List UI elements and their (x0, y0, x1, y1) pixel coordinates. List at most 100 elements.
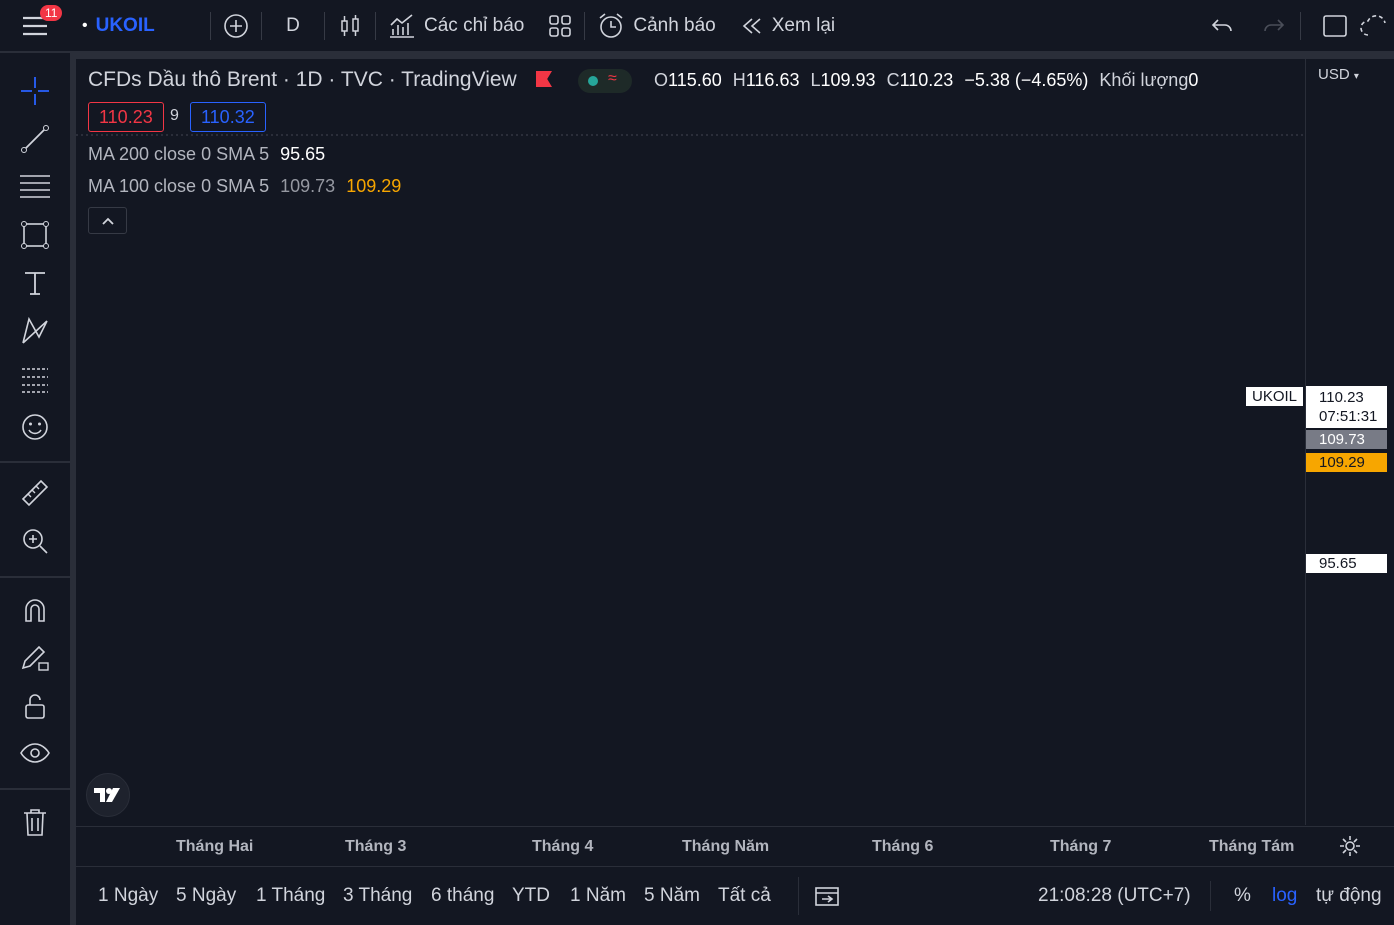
bar-countdown: 07:51:31 (1319, 408, 1378, 425)
month-label: Tháng Hai (176, 838, 254, 855)
range-1d[interactable]: 1 Ngày (98, 885, 159, 906)
magnet-tool[interactable] (16, 591, 54, 629)
symbol-name: UKOIL (95, 14, 155, 36)
chart-pane[interactable]: CFDs Dầu thô Brent · 1D · TVC · TradingV… (76, 59, 1394, 925)
divider (210, 11, 211, 40)
menu-button[interactable]: 11 (0, 0, 70, 52)
ma200-legend[interactable]: MA 200 close 0 SMA 5 95.65 (88, 144, 325, 165)
spread-value: 9 (170, 107, 179, 124)
indicators-button[interactable]: Các chỉ báo (376, 0, 536, 52)
remove-drawings-tool[interactable] (16, 803, 54, 841)
emoji-tool[interactable] (16, 408, 54, 446)
prediction-tool[interactable] (16, 360, 54, 398)
market-status-pill[interactable]: ≈ (578, 69, 632, 93)
range-3m[interactable]: 3 Tháng (343, 885, 413, 906)
chart-settings-button[interactable] (1338, 834, 1362, 863)
divider (0, 576, 70, 578)
fibonacci-icon (20, 175, 50, 198)
ma100-value-2: 109.29 (346, 176, 402, 196)
ma100-value-1: 109.73 (280, 176, 336, 196)
gear-icon (1340, 836, 1360, 856)
tradingview-logo[interactable] (86, 773, 130, 817)
undo-icon (1211, 18, 1232, 31)
candles-icon (341, 14, 359, 36)
pencil-lock-icon (21, 645, 49, 671)
compare-button[interactable] (211, 0, 261, 52)
divider (1210, 881, 1211, 911)
replay-label: Xem lại (771, 14, 836, 36)
log-scale-toggle[interactable]: log (1272, 885, 1298, 906)
layouts-button[interactable] (536, 0, 584, 52)
fib-tool[interactable] (16, 168, 54, 206)
text-tool[interactable] (16, 264, 54, 302)
open-value: 115.60 (668, 70, 722, 90)
symbol-search[interactable]: • UKOIL (70, 0, 210, 52)
high-value: 116.63 (745, 70, 800, 90)
magnet-icon (25, 599, 45, 622)
price-axis[interactable]: USD ▾ 136.00128.00120.00115.00102.0098.0… (1246, 59, 1394, 825)
range-all[interactable]: Tất cả (718, 885, 771, 906)
range-ytd[interactable]: YTD (512, 885, 550, 906)
notification-badge: 11 (40, 4, 63, 21)
chart-type-button[interactable] (325, 0, 375, 52)
percent-scale-toggle[interactable]: % (1234, 885, 1251, 906)
lock-tool[interactable] (16, 687, 54, 725)
trendline-icon (21, 125, 49, 153)
ma200-tag: 95.65 (1306, 554, 1387, 573)
buy-price-button[interactable]: 110.32 (190, 102, 266, 132)
ma100-legend[interactable]: MA 100 close 0 SMA 5 109.73 109.29 (88, 176, 401, 197)
add-circle-icon (224, 13, 248, 38)
range-toolbar: 1 Ngày 5 Ngày 1 Tháng 3 Tháng 6 tháng YT… (76, 866, 1394, 925)
forecast-icon (22, 368, 48, 393)
visibility-tool[interactable] (16, 735, 54, 773)
alert-button[interactable]: Cảnh báo (585, 0, 727, 52)
low-label: L (810, 70, 821, 90)
range-6m[interactable]: 6 tháng (431, 885, 495, 906)
month-label: Tháng 3 (345, 838, 407, 855)
volume-value: 0 (1188, 70, 1199, 90)
go-to-date-button[interactable] (798, 877, 854, 915)
shape-tool[interactable] (16, 216, 54, 254)
symbol-price-tag-name: UKOIL (1246, 387, 1304, 406)
pattern-tool[interactable] (16, 312, 54, 350)
ma200-value: 95.65 (280, 144, 326, 164)
close-value: 110.23 (899, 70, 954, 90)
drawing-mode-tool[interactable] (16, 639, 54, 677)
last-price-tag: 110.23 07:51:31 (1306, 386, 1387, 428)
replay-button[interactable]: Xem lại (728, 0, 847, 52)
range-1m[interactable]: 1 Tháng (256, 885, 326, 906)
volume-label: Khối lượng (1099, 70, 1189, 90)
square-icon (1323, 14, 1347, 37)
clock-time[interactable]: 21:08:28 (UTC+7) (1038, 885, 1191, 906)
range-1y[interactable]: 1 Năm (570, 885, 626, 906)
undo-button[interactable] (1198, 0, 1246, 52)
cloud-button[interactable] (1358, 0, 1394, 52)
divider (0, 461, 70, 463)
cloud-icon (1360, 14, 1386, 36)
zoom-tool[interactable] (16, 522, 54, 560)
collapse-legend-button[interactable] (88, 207, 127, 234)
interval-button[interactable]: D (286, 14, 300, 36)
currency-selector[interactable]: USD ▾ (1318, 66, 1359, 83)
text-icon (25, 272, 45, 295)
eye-icon (20, 743, 50, 763)
measure-tool[interactable] (16, 474, 54, 512)
time-axis[interactable]: Tháng Hai Tháng 3 Tháng 4 Tháng Năm Thán… (76, 826, 1394, 866)
range-5d[interactable]: 5 Ngày (176, 885, 237, 906)
trendline-tool[interactable] (16, 120, 54, 158)
rewind-icon (742, 17, 761, 34)
fullscreen-button[interactable] (1310, 0, 1360, 52)
sell-price-button[interactable]: 110.23 (88, 102, 164, 132)
price-chart[interactable] (76, 59, 1305, 825)
auto-scale-toggle[interactable]: tự động (1316, 885, 1382, 906)
top-toolbar: 11 • UKOIL D Các chỉ báo Cảnh báo Xem lạ… (0, 0, 1394, 52)
indicators-icon (390, 13, 414, 38)
open-label: O (654, 70, 669, 90)
ohlc-values: O115.60 H116.63 L109.93 C110.23 −5.38 (−… (654, 70, 1198, 91)
redo-button[interactable] (1250, 0, 1298, 52)
redo-icon (1264, 18, 1285, 31)
crosshair-tool[interactable] (16, 72, 54, 110)
drawing-toolbar (0, 53, 70, 925)
zoom-in-icon (23, 529, 48, 554)
range-5y[interactable]: 5 Năm (644, 885, 700, 906)
